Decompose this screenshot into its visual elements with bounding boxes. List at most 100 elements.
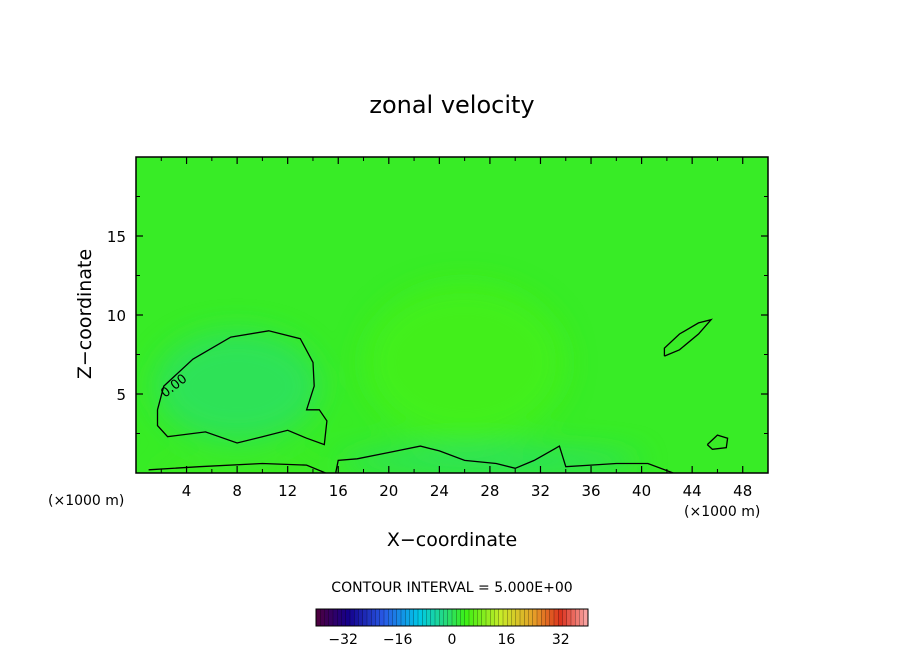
contour-interval-text: CONTOUR INTERVAL = 5.000E+00 — [331, 580, 572, 596]
colorbar-swatch — [332, 608, 338, 627]
colorbar — [315, 608, 589, 627]
colorbar-swatch — [451, 608, 457, 627]
colorbar-swatch — [341, 608, 347, 627]
colorbar-swatch — [511, 608, 517, 627]
x-tick-label: 28 — [480, 482, 499, 500]
colorbar-swatch — [366, 608, 372, 627]
colorbar-tick-label: 0 — [448, 632, 457, 648]
colorbar-swatch — [417, 608, 423, 627]
colorbar-swatch — [507, 608, 512, 627]
colorbar-swatch — [558, 608, 563, 627]
colorbar-swatch — [328, 608, 334, 627]
colorbar-swatch — [349, 608, 355, 627]
contour-line — [663, 318, 713, 357]
colorbar-swatch — [362, 608, 368, 627]
colorbar-swatch — [502, 608, 508, 627]
colorbar-swatch — [460, 608, 466, 627]
colorbar-swatch — [422, 608, 427, 627]
colorbar-swatch — [553, 608, 559, 627]
colorbar-swatch — [375, 608, 381, 627]
x-tick-label: 24 — [430, 482, 449, 500]
colorbar-swatch — [456, 608, 461, 627]
y-tick-label: 10 — [107, 307, 126, 325]
colorbar-swatch — [490, 608, 495, 627]
y-tick-label: 15 — [107, 228, 126, 246]
colorbar-swatch — [532, 608, 538, 627]
colorbar-swatch — [570, 608, 576, 627]
x-tick-label: 44 — [683, 482, 702, 500]
chart-title: zonal velocity — [369, 91, 534, 119]
colorbar-swatch — [358, 608, 364, 627]
colorbar-swatch — [345, 608, 351, 627]
colorbar-swatch — [379, 608, 385, 627]
colorbar-swatch — [528, 608, 534, 627]
colorbar-swatch — [388, 608, 393, 627]
x-tick-label: 8 — [232, 482, 242, 500]
colorbar-swatch — [315, 608, 321, 627]
colorbar-swatch — [430, 608, 436, 627]
y-tick-label: 5 — [116, 386, 126, 404]
field-region — [363, 283, 566, 442]
colorbar-swatch — [337, 608, 342, 627]
colorbar-tick-label: 32 — [552, 632, 570, 648]
colorbar-swatch — [485, 608, 491, 627]
colorbar-tick-label: −32 — [328, 632, 358, 648]
colorbar-swatch — [447, 608, 453, 627]
colorbar-swatch — [524, 608, 529, 627]
x-tick-label: 36 — [581, 482, 600, 500]
colorbar-swatch — [371, 608, 376, 627]
colorbar-frame — [315, 608, 589, 627]
field-region — [154, 330, 320, 442]
y-axis-label: Z−coordinate — [74, 249, 96, 379]
zero-contours — [148, 318, 729, 473]
colorbar-tick-labels: −32 −16 0 16 32 — [328, 632, 569, 648]
x-axis-label: X−coordinate — [387, 529, 517, 551]
colorbar-swatch — [396, 608, 402, 627]
x-axis-ticks: 4 8 12 16 20 24 28 32 36 40 44 48 — [160, 157, 752, 500]
colorbar-swatch — [405, 608, 410, 627]
colorbar-swatch — [498, 608, 504, 627]
colorbar-swatch — [545, 608, 551, 627]
colorbar-swatch — [549, 608, 555, 627]
colorbar-swatch — [494, 608, 500, 627]
colorbar-swatch — [566, 608, 572, 627]
x-tick-label: 4 — [182, 482, 192, 500]
colorbar-swatch — [536, 608, 542, 627]
colorbar-tick-label: −16 — [383, 632, 413, 648]
x-tick-label: 32 — [531, 482, 550, 500]
colorbar-swatch — [481, 608, 487, 627]
contour-line — [148, 462, 326, 473]
x-unit-label: (×1000 m) — [684, 504, 760, 520]
colorbar-swatch — [468, 608, 474, 627]
z-unit-label: (×1000 m) — [48, 493, 124, 509]
colorbar-swatch — [426, 608, 432, 627]
colorbar-swatch — [464, 608, 470, 627]
colorbar-swatch — [400, 608, 406, 627]
x-tick-label: 16 — [329, 482, 348, 500]
colorbar-swatch — [439, 608, 444, 627]
colorbar-swatch — [541, 608, 546, 627]
colorbar-swatch — [515, 608, 521, 627]
y-axis-ticks: 5 10 15 — [107, 196, 768, 434]
contour-line — [156, 330, 328, 446]
colorbar-swatch — [354, 608, 359, 627]
colorbar-swatch — [562, 608, 568, 627]
colorbar-swatch — [383, 608, 389, 627]
contour-line — [706, 434, 729, 450]
x-tick-label: 40 — [632, 482, 651, 500]
colorbar-swatch — [579, 608, 585, 627]
colorbar-swatch — [473, 608, 478, 627]
colorbar-swatch — [434, 608, 440, 627]
x-tick-label: 12 — [278, 482, 297, 500]
colorbar-tick-label: 16 — [497, 632, 515, 648]
colorbar-swatch — [320, 608, 325, 627]
colorbar-swatch — [575, 608, 580, 627]
colorbar-swatch — [413, 608, 419, 627]
colorbar-swatch — [443, 608, 449, 627]
colorbar-swatch — [477, 608, 483, 627]
colorbar-swatch — [324, 608, 330, 627]
contour-line — [335, 445, 674, 473]
x-tick-label: 48 — [733, 482, 752, 500]
colorbar-swatch — [409, 608, 415, 627]
